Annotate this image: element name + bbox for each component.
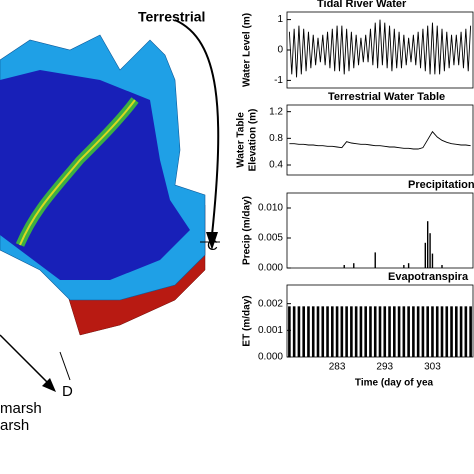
arrow-head <box>42 378 56 392</box>
plot-frame <box>286 104 474 176</box>
y-axis-label: Water Level (m) <box>242 13 253 87</box>
leader-d <box>59 351 71 381</box>
y-tick-label: 0.8 <box>269 133 283 144</box>
bar <box>424 242 427 268</box>
y-tick-label: 0 <box>277 45 283 56</box>
bar <box>416 306 420 357</box>
bar <box>378 306 382 357</box>
bar <box>397 306 401 357</box>
bar <box>407 306 410 357</box>
illustration-title: Terrestrial <box>138 9 205 25</box>
x-tick-label: 293 <box>376 362 393 373</box>
bar <box>321 306 325 357</box>
bar <box>459 306 463 357</box>
chart-title: Precipitation <box>408 179 474 191</box>
data-line <box>289 130 471 150</box>
bar <box>431 253 434 268</box>
bar <box>354 306 358 357</box>
y-tick-label: 0.000 <box>258 352 283 363</box>
bar <box>441 265 443 268</box>
bar <box>359 306 363 357</box>
y-tick-label: 0.002 <box>258 298 283 309</box>
bar <box>297 306 301 357</box>
chart-title: Terrestrial Water Table <box>328 91 445 103</box>
bar <box>450 306 453 357</box>
y-axis-label: ET (m/day) <box>242 295 253 346</box>
x-axis-label: Time (day of yea <box>355 378 434 389</box>
bar <box>353 263 355 268</box>
chart-title: Tidal River Water <box>317 0 407 10</box>
y-tick-label: 0.005 <box>258 233 283 244</box>
bar <box>421 306 425 357</box>
bar <box>445 306 449 357</box>
y-axis-label: Water Table <box>236 112 247 168</box>
bar <box>345 306 348 357</box>
legend-label: marsh <box>0 400 42 417</box>
bar <box>292 306 296 357</box>
bar <box>464 306 468 357</box>
bar <box>412 306 415 357</box>
mesh-illustration: Terrestrial C D marsh arsh <box>0 9 220 434</box>
x-tick-label: 283 <box>329 362 346 373</box>
bar <box>426 221 429 268</box>
bar <box>393 306 396 357</box>
bar <box>403 265 405 268</box>
bar <box>307 306 310 357</box>
bar <box>455 306 458 357</box>
bar <box>435 306 439 357</box>
bar <box>383 306 387 357</box>
bar <box>374 252 376 268</box>
y-tick-label: -1 <box>274 75 283 86</box>
arrow-head <box>206 232 218 250</box>
bar <box>407 263 410 268</box>
y-tick-label: 0.001 <box>258 325 283 336</box>
arrow-arc <box>174 19 220 236</box>
y-tick-label: 0.000 <box>258 263 283 274</box>
plot-frame <box>286 192 474 269</box>
arrow-d <box>0 334 51 386</box>
bar <box>326 306 329 357</box>
legend-label: arsh <box>0 417 29 434</box>
point-label: C <box>207 237 218 254</box>
bar <box>331 306 334 357</box>
bar <box>288 306 291 357</box>
data-line <box>288 19 472 78</box>
bar <box>402 306 406 357</box>
bar <box>343 265 345 268</box>
bar <box>316 306 320 357</box>
bar <box>364 306 367 357</box>
point-label: D <box>62 383 73 400</box>
bar <box>431 306 434 357</box>
bar <box>440 306 444 357</box>
mesh-channel-core <box>19 99 136 246</box>
bar <box>373 306 377 357</box>
y-tick-label: 0.4 <box>269 160 283 171</box>
bar <box>426 306 429 357</box>
bar <box>335 306 339 357</box>
bar <box>302 306 305 357</box>
y-tick-label: 1 <box>277 14 283 25</box>
y-tick-label: 0.010 <box>258 203 283 214</box>
bar <box>369 306 372 357</box>
bar <box>429 233 431 268</box>
x-tick-label: 303 <box>424 362 441 373</box>
chart-title: Evapotranspira <box>388 271 469 283</box>
y-tick-label: 1.2 <box>269 106 283 117</box>
bar <box>388 306 391 357</box>
mesh-lowland <box>0 70 190 280</box>
bar <box>469 306 472 357</box>
bar <box>340 306 344 357</box>
y-axis-label: Precip (m/day) <box>242 196 253 265</box>
bar <box>311 306 315 357</box>
y-axis-label: Elevation (m) <box>248 109 259 172</box>
bar <box>350 306 353 357</box>
